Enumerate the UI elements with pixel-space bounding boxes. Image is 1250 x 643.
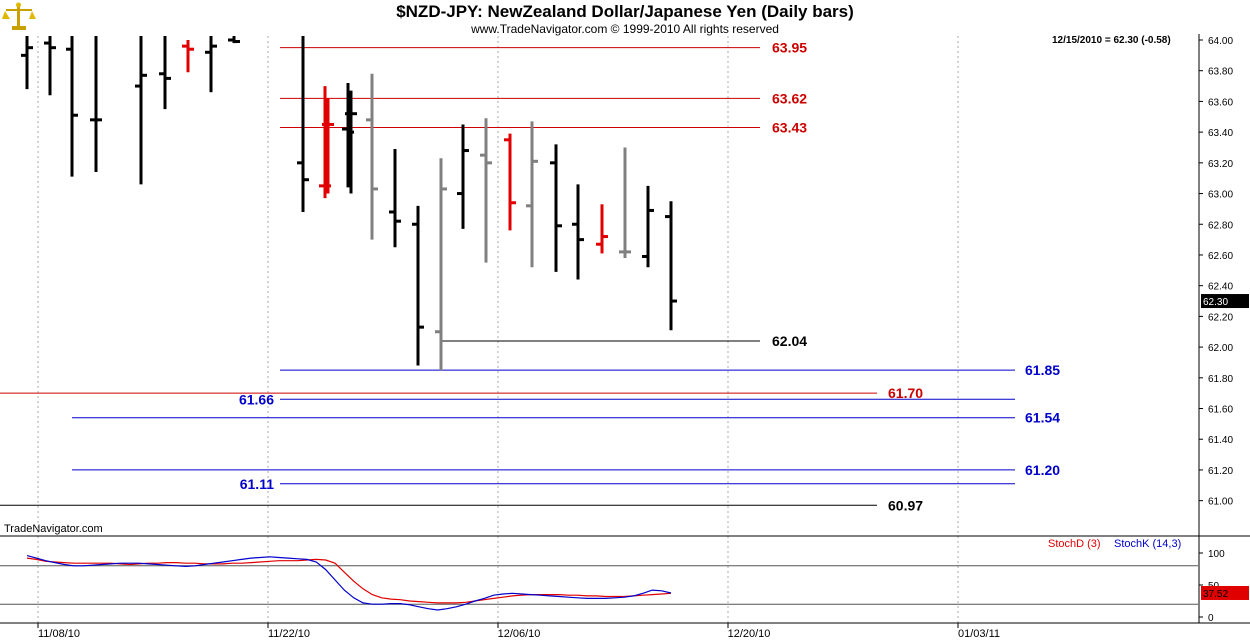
last-price-box <box>1201 294 1249 309</box>
scales-icon <box>2 2 36 30</box>
level-label: 61.20 <box>1025 462 1060 478</box>
level-label: 61.54 <box>1025 410 1060 426</box>
y-tick-label: 62.40 <box>1208 282 1233 293</box>
y-tick-label: 61.60 <box>1208 405 1233 416</box>
y-tick-label: 62.80 <box>1208 220 1233 231</box>
chart-subtitle: www.TradeNavigator.com © 1999-2010 All r… <box>471 22 779 36</box>
y-tick-label: 63.00 <box>1208 190 1233 201</box>
level-label: 60.97 <box>888 497 923 513</box>
y-tick-label: 61.20 <box>1208 466 1233 477</box>
y-tick-label: 63.80 <box>1208 67 1233 78</box>
level-label: 63.43 <box>772 120 807 136</box>
level-label: 61.66 <box>239 391 274 407</box>
y-tick-label: 62.60 <box>1208 251 1233 262</box>
y-tick-label: 63.60 <box>1208 97 1233 108</box>
y-tick-label: 62.00 <box>1208 343 1233 354</box>
chart-title: $NZD-JPY: NewZealand Dollar/Japanese Yen… <box>396 2 854 21</box>
x-tick-label: 11/22/10 <box>268 628 310 640</box>
y-tick-label: 63.40 <box>1208 128 1233 139</box>
y-tick-label: 64.00 <box>1208 36 1233 47</box>
x-tick-label: 01/03/11 <box>958 628 1000 640</box>
level-label: 63.95 <box>772 40 807 56</box>
level-label: 62.04 <box>772 333 807 349</box>
stoch-tick-label: 100 <box>1208 549 1225 560</box>
stoch-last-box <box>1201 585 1249 600</box>
y-tick-label: 61.40 <box>1208 435 1233 446</box>
legend-stoch-d: StochD (3) <box>1048 538 1101 550</box>
level-label: 61.70 <box>888 385 923 401</box>
last-quote: 12/15/2010 = 62.30 (-0.58) <box>1052 35 1171 46</box>
stoch-d-line <box>26 557 672 604</box>
legend-stoch-k: StochK (14,3) <box>1114 538 1182 550</box>
x-tick-label: 12/06/10 <box>498 628 541 640</box>
stoch-tick-label: 0 <box>1208 613 1214 624</box>
y-tick-label: 61.00 <box>1208 497 1233 508</box>
y-tick-label: 62.20 <box>1208 312 1233 323</box>
watermark: TradeNavigator.com <box>4 523 103 535</box>
level-label: 63.62 <box>772 90 807 106</box>
stoch-last-label: 37.52 <box>1203 589 1228 600</box>
x-tick-label: 11/08/10 <box>38 628 80 640</box>
level-label: 61.11 <box>240 476 274 492</box>
y-tick-label: 63.20 <box>1208 159 1233 170</box>
x-tick-label: 12/20/10 <box>728 628 771 640</box>
stoch-k-line <box>26 555 672 611</box>
level-label: 61.85 <box>1025 362 1060 378</box>
y-tick-label: 61.80 <box>1208 374 1233 385</box>
last-price-label: 62.30 <box>1203 297 1228 308</box>
